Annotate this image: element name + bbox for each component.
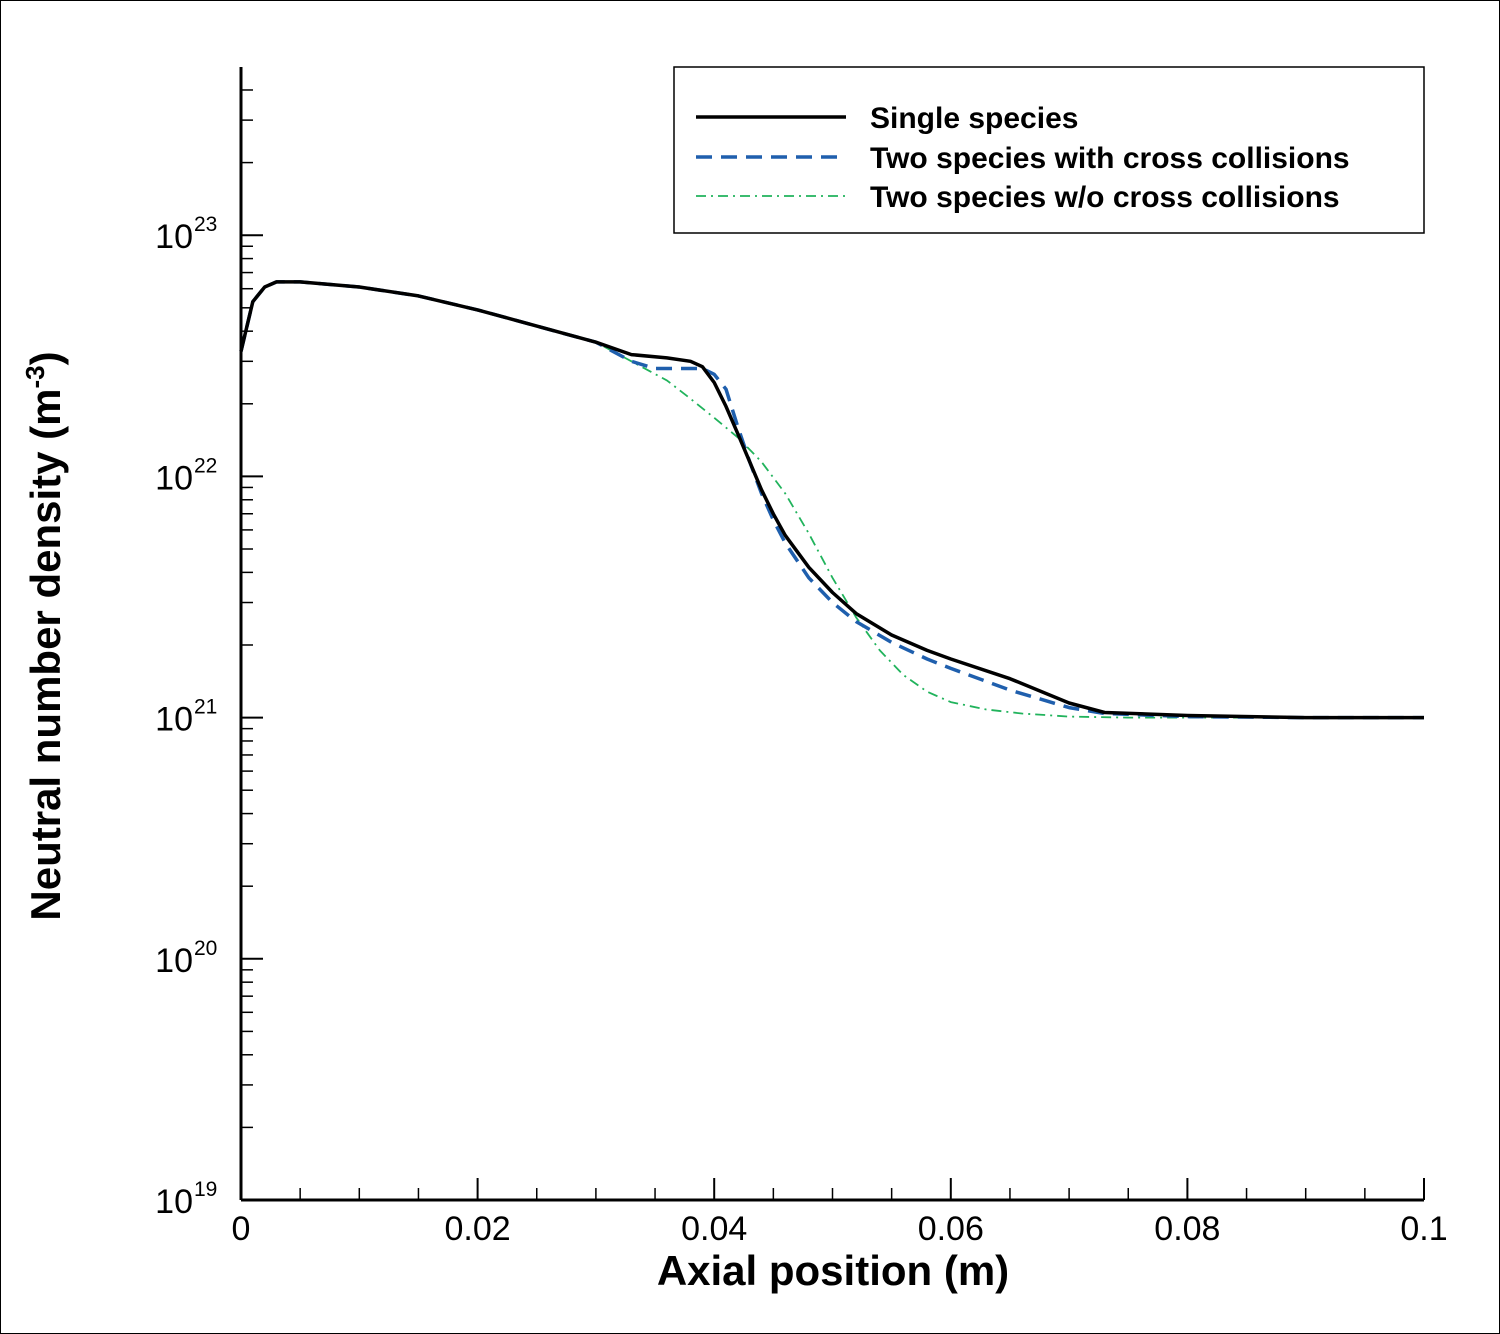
x-tick-label: 0.02 xyxy=(445,1210,511,1248)
legend: Single species Two species with cross co… xyxy=(673,66,1425,234)
y-tick-label: 10 xyxy=(155,701,193,739)
y-tick-label: 10 xyxy=(155,459,193,497)
y-axis-title-text: Neutral number density (m-3) xyxy=(20,351,69,920)
y-tick-label: 10 xyxy=(155,218,193,256)
axes xyxy=(239,67,1424,1202)
legend-label-single-species: Single species xyxy=(870,102,1078,135)
x-tick-label: 0 xyxy=(232,1210,251,1248)
legend-box xyxy=(673,66,1425,234)
x-axis-title: Axial position (m) xyxy=(657,1247,1009,1294)
series-line-1 xyxy=(239,280,1424,720)
y-tick-label: 10 xyxy=(155,1183,193,1221)
series-line-2 xyxy=(240,280,1424,719)
series-line-0 xyxy=(239,280,1424,720)
y-tick-exponent: 19 xyxy=(194,1178,217,1201)
y-tick-exponent: 20 xyxy=(194,937,217,960)
y-tick-exponent: 23 xyxy=(194,213,217,236)
legend-label-two-species-no-cross: Two species w/o cross collisions xyxy=(870,181,1340,214)
y-axis-title-main: Neutral number density (m xyxy=(22,389,69,921)
y-axis-title: Neutral number density (m-3) xyxy=(20,351,69,920)
x-tick-label: 0.08 xyxy=(1154,1210,1220,1248)
x-tick-label: 0.04 xyxy=(681,1210,747,1248)
x-tick-label: 0.1 xyxy=(1400,1210,1447,1248)
y-tick-exponent: 22 xyxy=(194,454,217,477)
y-axis-title-close: ) xyxy=(22,351,69,365)
x-tick-label: 0.06 xyxy=(918,1210,984,1248)
y-tick-label: 10 xyxy=(155,942,193,980)
plot-lines xyxy=(239,280,1424,720)
y-axis-title-unit-exponent: -3 xyxy=(20,365,50,388)
y-tick-exponent: 21 xyxy=(194,696,217,719)
legend-label-two-species-cross: Two species with cross collisions xyxy=(870,142,1350,175)
